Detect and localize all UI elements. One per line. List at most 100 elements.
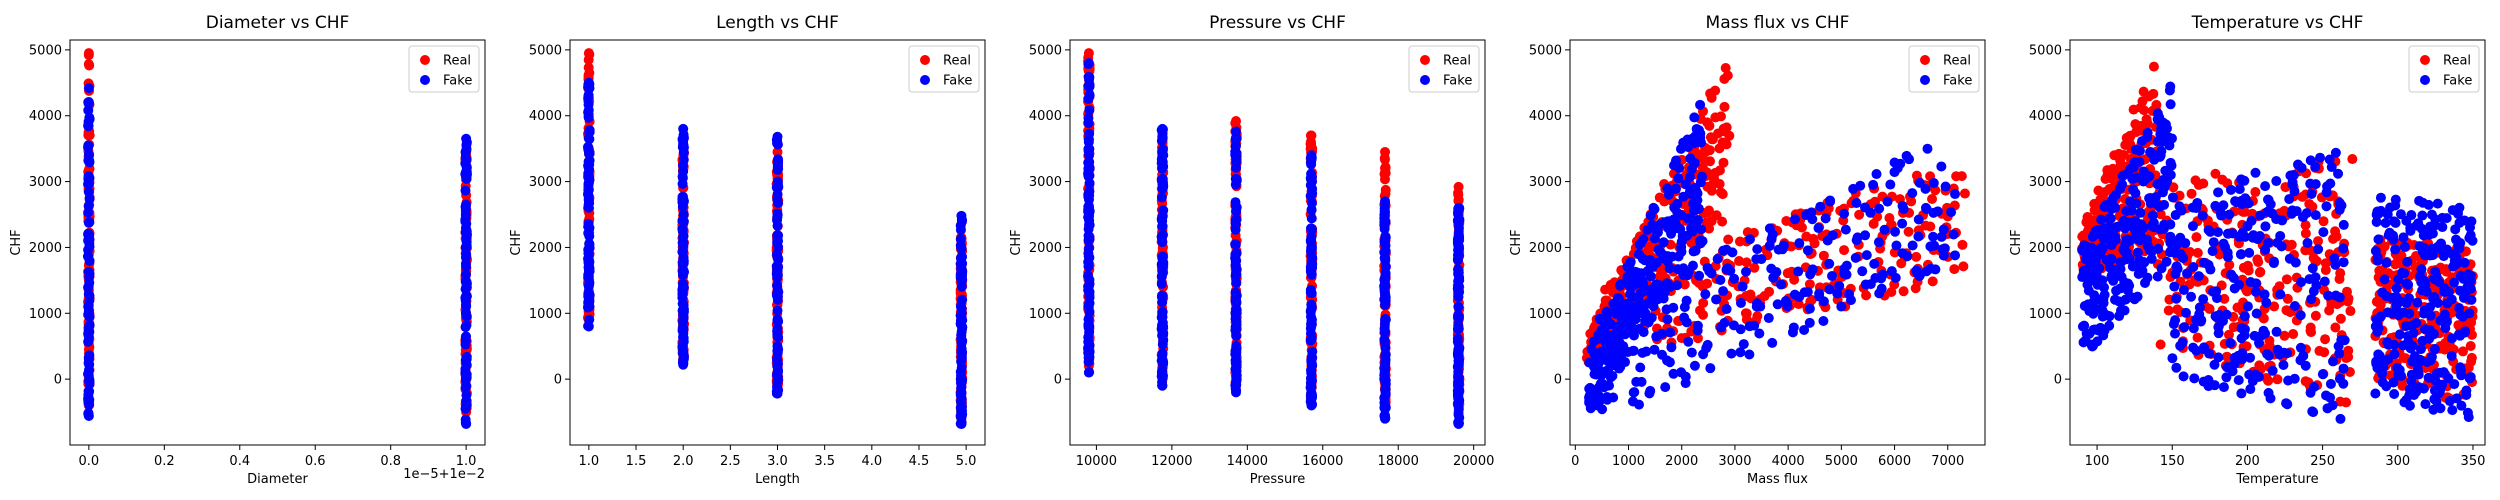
- data-point: [678, 359, 689, 370]
- data-point: [956, 210, 967, 221]
- data-point: [1667, 251, 1678, 262]
- data-point: [2306, 294, 2317, 305]
- data-point: [2234, 184, 2245, 195]
- data-point: [1231, 116, 1241, 126]
- data-point: [1681, 295, 1692, 306]
- data-point: [2148, 61, 2159, 72]
- data-point: [1230, 269, 1241, 280]
- data-point: [1805, 269, 1816, 280]
- data-point: [2081, 248, 2092, 259]
- data-point: [1777, 244, 1788, 255]
- data-point: [2308, 407, 2319, 418]
- y-tick-label: 3000: [29, 175, 62, 190]
- data-point: [1768, 272, 1779, 283]
- x-tick-label: 0.4: [229, 454, 250, 469]
- data-point: [584, 155, 595, 166]
- data-point: [1907, 240, 1918, 251]
- data-point: [2427, 250, 2438, 261]
- data-point: [84, 394, 95, 405]
- data-point: [2398, 340, 2409, 351]
- data-point: [2250, 286, 2261, 297]
- data-point: [2292, 159, 2303, 170]
- data-point: [772, 388, 783, 399]
- data-point: [2406, 376, 2417, 387]
- data-point: [84, 193, 95, 204]
- data-point: [1735, 297, 1746, 308]
- data-point: [2193, 271, 2204, 282]
- data-point: [1782, 301, 1793, 312]
- data-point: [1680, 371, 1691, 382]
- data-point: [677, 259, 688, 270]
- data-point: [84, 60, 95, 71]
- data-point: [583, 70, 594, 81]
- data-point: [2213, 227, 2224, 238]
- data-point: [2115, 155, 2126, 166]
- x-tick-label: 12000: [1151, 454, 1192, 469]
- data-point: [83, 365, 94, 376]
- data-point: [1306, 378, 1317, 389]
- data-point: [2374, 265, 2385, 276]
- data-point: [1824, 258, 1835, 269]
- legend-label-real: Real: [443, 54, 471, 69]
- data-point: [1084, 346, 1095, 357]
- data-point: [1688, 205, 1699, 216]
- data-point: [2389, 339, 2400, 350]
- data-point: [2203, 225, 2214, 236]
- data-point: [1634, 323, 1645, 334]
- data-point: [461, 259, 472, 270]
- x-tick-label: 3.0: [767, 454, 788, 469]
- data-point: [678, 299, 689, 310]
- series-fake: [2077, 81, 2478, 424]
- data-point: [1689, 197, 1700, 208]
- data-point: [2218, 238, 2229, 249]
- x-tick-label: 1.5: [626, 454, 647, 469]
- data-point: [1911, 251, 1922, 262]
- data-point: [2146, 253, 2157, 264]
- data-point: [1230, 239, 1241, 250]
- data-point: [2252, 254, 2263, 265]
- data-point: [461, 248, 472, 259]
- data-point: [1688, 246, 1699, 257]
- data-point: [2305, 155, 2316, 166]
- data-point: [2110, 235, 2121, 246]
- data-point: [2210, 200, 2221, 211]
- data-point: [2347, 154, 2358, 165]
- data-point: [83, 244, 94, 255]
- data-point: [2325, 378, 2336, 389]
- data-point: [1668, 302, 1679, 313]
- data-point: [2218, 200, 2229, 211]
- data-point: [1740, 266, 1751, 277]
- data-point: [2464, 222, 2475, 233]
- data-point: [1749, 320, 1760, 331]
- data-point: [1379, 323, 1390, 334]
- data-point: [2258, 313, 2269, 324]
- data-point: [773, 344, 784, 355]
- data-point: [83, 310, 94, 321]
- data-point: [2438, 367, 2449, 378]
- data-point: [1839, 263, 1850, 274]
- data-point: [2334, 197, 2345, 208]
- data-point: [1156, 135, 1167, 146]
- y-tick-label: 0: [2054, 373, 2062, 388]
- x-axis-label: Diameter: [247, 472, 308, 487]
- data-point: [2253, 371, 2264, 382]
- data-point: [2282, 399, 2293, 410]
- data-point: [772, 272, 783, 283]
- data-point: [2330, 322, 2341, 333]
- data-point: [1920, 202, 1931, 213]
- data-point: [2300, 360, 2311, 371]
- data-point: [1084, 128, 1095, 139]
- data-point: [1868, 179, 1879, 190]
- data-point: [2186, 188, 2197, 199]
- data-point: [2157, 187, 2168, 198]
- data-point: [2158, 130, 2169, 141]
- chart-title: Pressure vs CHF: [1209, 13, 1346, 33]
- data-point: [461, 354, 472, 365]
- data-point: [584, 231, 595, 242]
- data-point: [1726, 348, 1737, 359]
- data-point: [1815, 201, 1826, 212]
- data-point: [1796, 222, 1807, 233]
- data-point: [1083, 112, 1094, 123]
- data-point: [1453, 301, 1464, 312]
